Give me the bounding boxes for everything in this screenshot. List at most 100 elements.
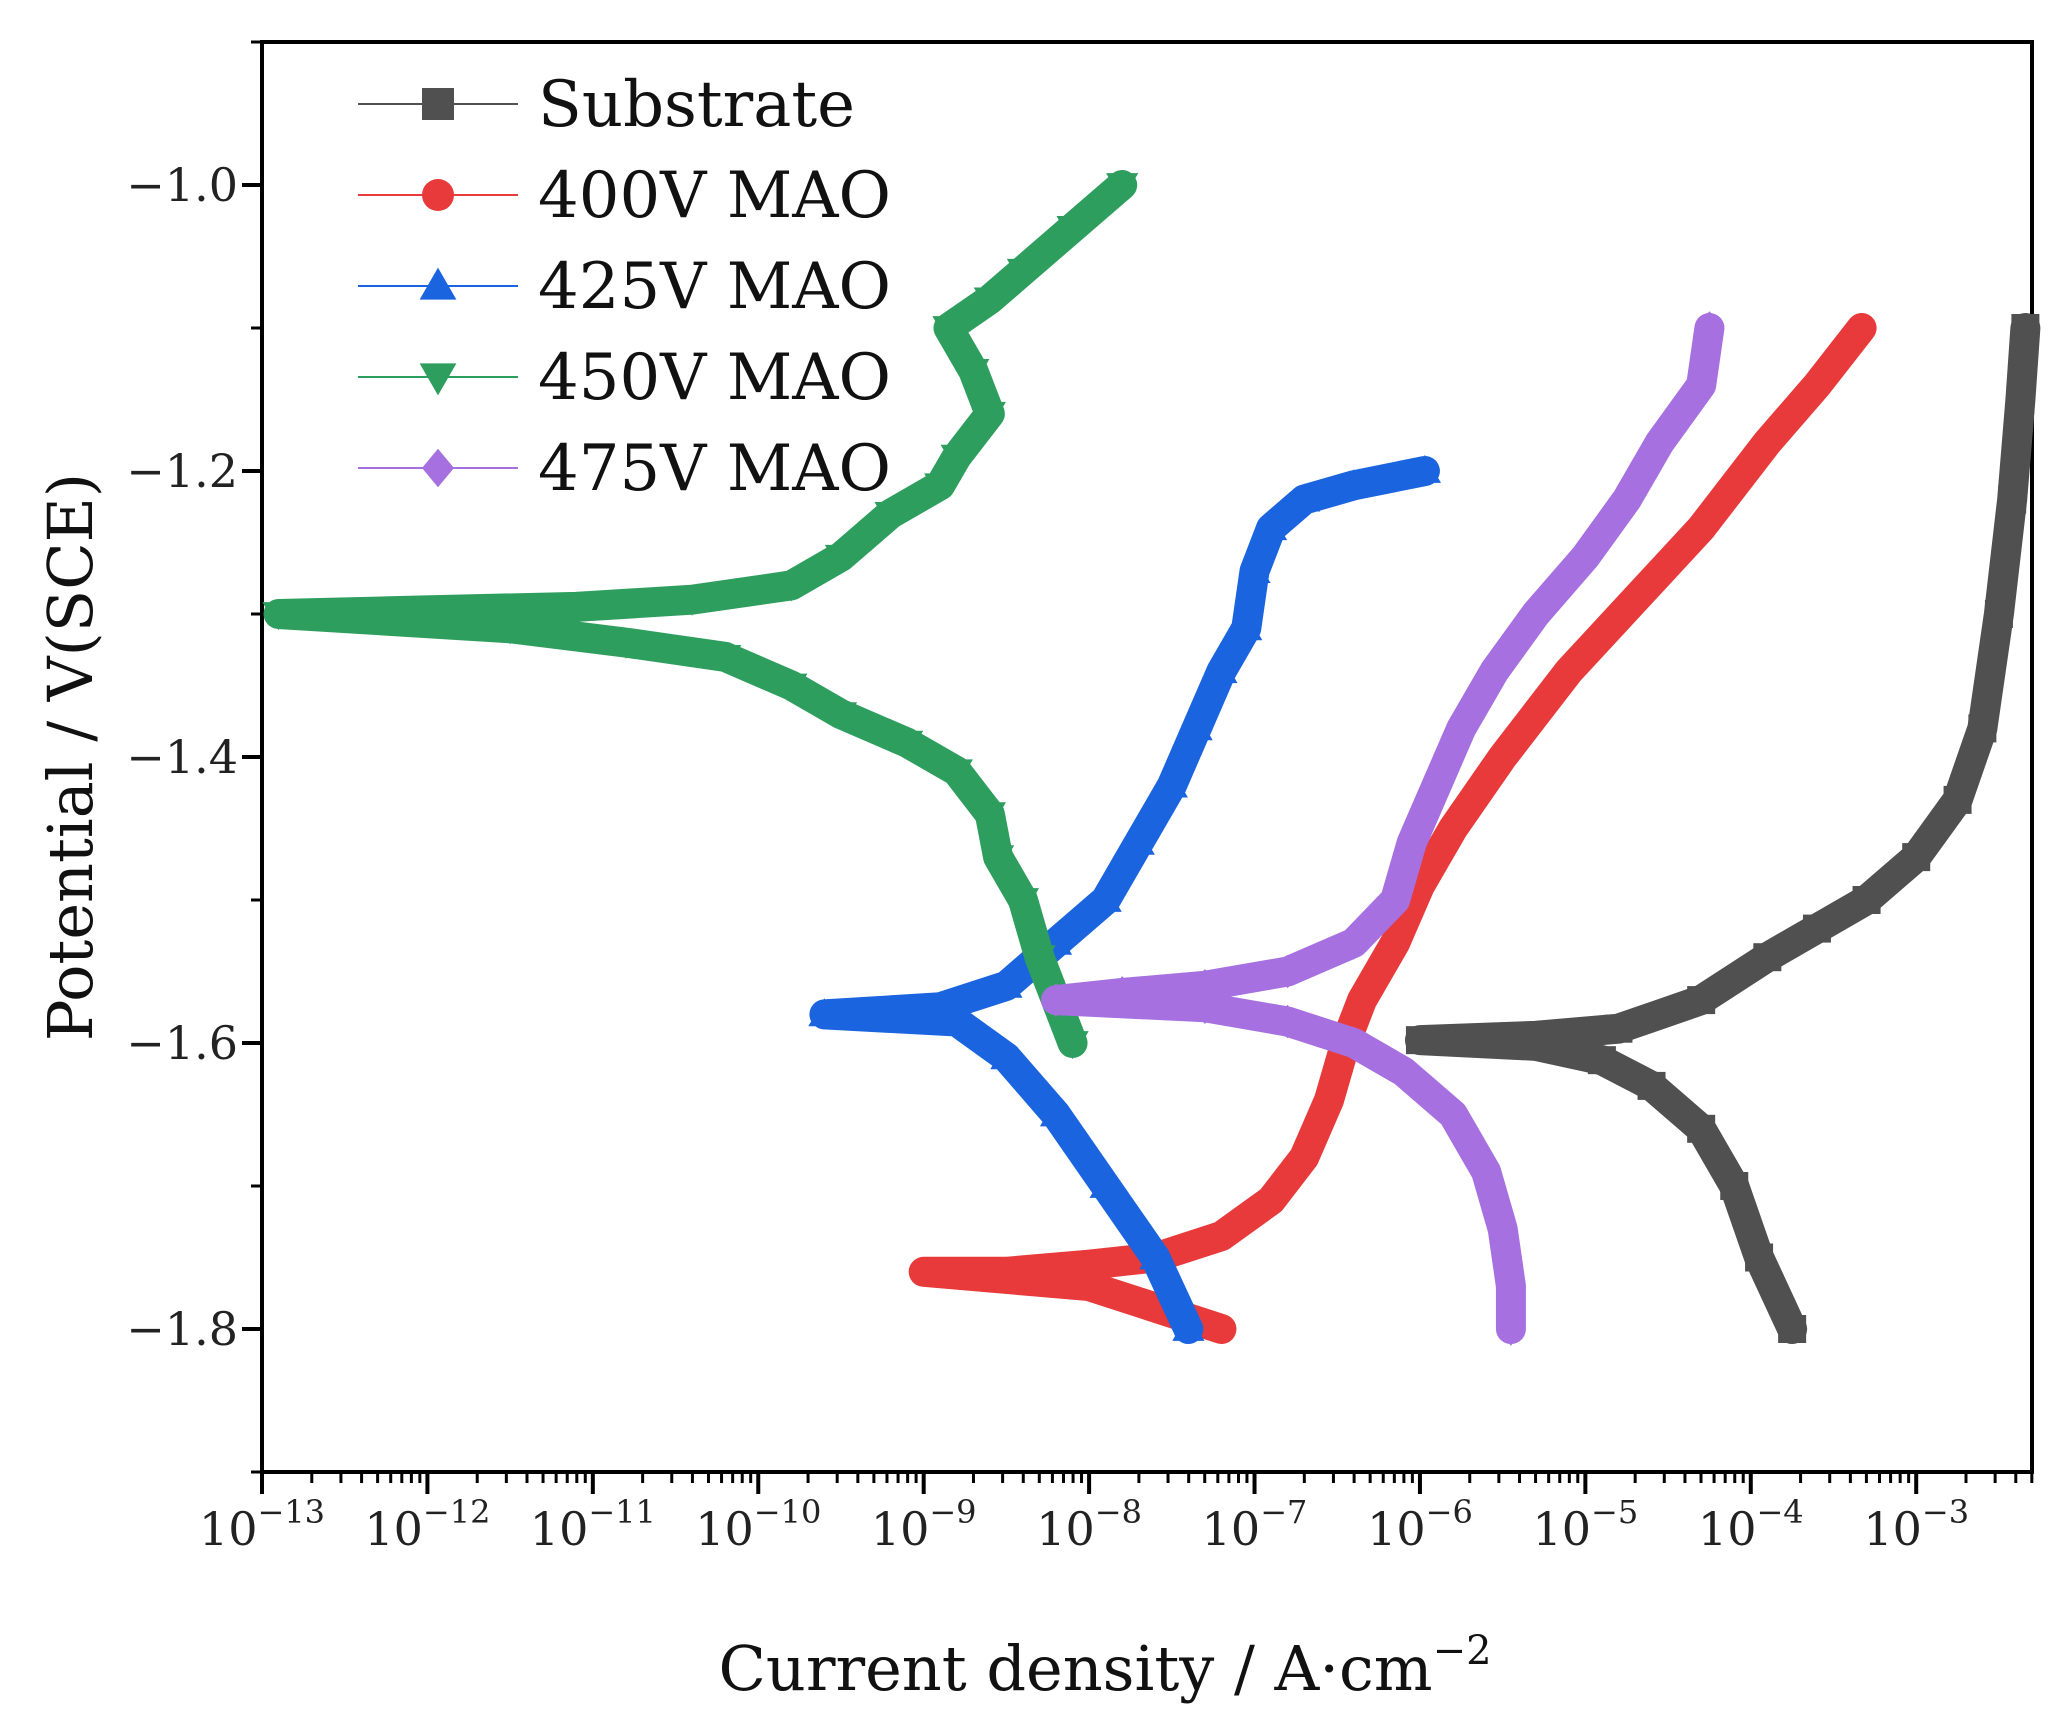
x-tick-label: 10−7 [1202,1493,1308,1556]
x-axis-title: Current density / A·cm−2 [718,1628,1491,1705]
data-point [940,759,973,788]
data-point [1273,1004,1302,1039]
data-point [1968,714,1997,743]
data-point [1339,1026,1368,1060]
data-point [1348,986,1377,1015]
data-point [1408,454,1442,483]
series-line [809,456,1440,1344]
legend-marker [419,363,457,396]
data-point [1496,1269,1525,1303]
data-point [1172,1312,1205,1341]
data-point [1155,769,1188,798]
data-point [909,1257,938,1286]
data-point [1397,826,1426,860]
data-point [1745,1243,1774,1272]
data-point [973,401,1006,430]
series-layer [262,170,2041,1346]
data-point [1288,483,1321,512]
x-tick-label: 10−5 [1533,1493,1639,1556]
data-point [1620,585,1649,614]
data-point [1802,371,1831,400]
data-point [1106,173,1139,202]
x-tick-label: 10−11 [530,1493,656,1556]
data-point [808,998,841,1027]
series-450v-mao [262,170,1139,1060]
data-point [1089,1169,1122,1198]
data-point [709,645,742,673]
data-point [560,594,593,623]
data-point [1687,514,1716,543]
data-point [1984,600,2013,628]
data-point [957,359,990,387]
data-point [1205,655,1238,684]
data-point [1998,485,2027,514]
data-point [1254,512,1288,541]
data-point [1753,943,1782,972]
data-point [1852,886,1881,914]
data-point [1496,1312,1525,1346]
x-tick-label: 10−4 [1698,1493,1804,1556]
data-point [1108,976,1137,1010]
data-point [1405,1026,1434,1055]
data-point [1778,1315,1807,1343]
data-point [1337,469,1370,498]
legend-label: 400V MAO [538,159,891,233]
data-point [775,673,808,702]
data-point [609,630,643,659]
x-tick-label: 10−12 [364,1493,490,1556]
data-point [1122,826,1155,855]
data-point [1290,1143,1319,1172]
data-point [1381,928,1410,957]
data-point [1207,1315,1236,1343]
data-point [1587,1046,1616,1075]
data-point [1753,428,1782,457]
data-point [874,502,907,530]
data-point [990,969,1023,998]
x-tick-label: 10−8 [1036,1493,1142,1556]
legend-label: 475V MAO [538,432,891,506]
data-point [1687,1114,1716,1143]
y-tick-label: −1.6 [126,1016,238,1070]
legend-item: 400V MAO [358,159,891,233]
data-point [1571,540,1600,574]
data-point [494,616,527,645]
data-point [1389,1054,1418,1089]
data-point [1687,368,1716,402]
legend-item: Substrate [358,68,855,142]
x-tick-label: 10−10 [695,1493,821,1556]
y-axis-title: Potential / V(SCE) [34,473,107,1041]
data-point [1488,743,1517,771]
x-tick-label: 10−9 [871,1493,977,1556]
data-point [1521,1031,1550,1060]
legend: Substrate 400V MAO 425V MAO 450V MAO 475V MA… [358,68,891,506]
data-point [1314,1086,1343,1115]
data-point [1381,883,1410,917]
data-point [1488,1212,1517,1246]
data-point [1645,425,1674,460]
data-point [1687,986,1716,1015]
data-point [940,444,973,473]
legend-marker [419,267,457,300]
x-tick-label: 10−13 [199,1493,325,1556]
data-point [824,544,858,573]
data-point [675,587,709,616]
data-point [1238,555,1271,583]
legend-item: 425V MAO [358,250,891,324]
data-point [940,1005,973,1034]
data-point [262,602,295,631]
data-point [1207,1222,1236,1251]
data-point [1472,1154,1501,1189]
y-tick-label: −1.2 [126,444,238,498]
data-point [1612,482,1641,517]
data-point [1439,814,1468,843]
data-point [990,1041,1023,1070]
y-tick-label: −1.8 [126,1302,238,1356]
data-point [982,845,1015,874]
data-point [1480,654,1509,688]
data-point [1604,1014,1633,1043]
legend-label: Substrate [538,68,855,142]
y-tick-labels: −1.0 −1.2 −1.4 −1.6 −1.8 [126,158,238,1356]
series-substrate [1404,313,2041,1344]
data-point [1180,712,1213,741]
data-point [973,287,1006,316]
